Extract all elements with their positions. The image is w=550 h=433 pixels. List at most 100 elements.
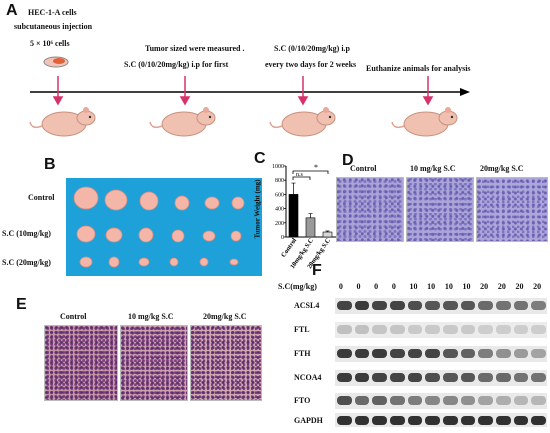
- blot-ncoa4: [335, 370, 547, 386]
- step2-title: Tumor sized were measured .: [145, 44, 245, 53]
- blot-band: [478, 396, 493, 405]
- y-axis-label: Tumor Weight (mg): [253, 179, 262, 239]
- row-label-20mg: S.C (20mg/kg): [2, 258, 51, 267]
- tumor-photo: [66, 178, 262, 276]
- blot-band: [354, 325, 370, 334]
- panel-f-letter: F: [312, 262, 322, 279]
- blot-band: [513, 301, 529, 310]
- d-micrograph-control: [336, 177, 404, 242]
- lane-label: 10: [409, 282, 418, 291]
- blot-band: [443, 373, 458, 382]
- blot-band: [354, 416, 370, 425]
- blot-band: [443, 416, 458, 425]
- step1-sub: subcutaneous injection: [14, 22, 93, 31]
- lane-label: 0: [338, 282, 343, 291]
- blot-band: [513, 396, 529, 405]
- bar-2: [322, 231, 333, 238]
- e-micrograph-20mg: [190, 325, 262, 401]
- protein-label: FTL: [294, 325, 310, 334]
- blot-band: [372, 373, 387, 382]
- protein-label: FTH: [294, 349, 311, 358]
- blot-band: [496, 325, 511, 334]
- e-micrograph-10mg: [120, 325, 188, 401]
- lane-labels: 0 0 0 0 10 10 10 10 20 20 20 20: [335, 282, 547, 294]
- blot-band: [390, 373, 405, 382]
- blot-band: [478, 325, 493, 334]
- bar-0: [288, 194, 299, 238]
- lane-label: 20: [497, 282, 506, 291]
- blot-band: [337, 301, 352, 310]
- d-title-20mg: 20mg/kg S.C: [480, 164, 524, 173]
- panel-c-letter: C: [254, 150, 266, 167]
- blot-fto: [335, 393, 547, 409]
- blot-band: [354, 301, 370, 310]
- error-bar-2: [325, 230, 330, 233]
- e-title-20mg: 20mg/kg S.C: [203, 312, 247, 321]
- row-label-10mg: S.C (10mg/kg): [2, 229, 51, 238]
- panel-d-letter: D: [342, 152, 354, 169]
- blot-band: [372, 416, 387, 425]
- blot-band: [513, 416, 529, 425]
- blot-band: [337, 349, 352, 358]
- blot-band: [372, 301, 387, 310]
- blot-band: [390, 396, 405, 405]
- blot-band: [443, 396, 458, 405]
- lane-label: 20: [533, 282, 542, 291]
- lane-header: S.C(mg/kg): [278, 282, 317, 291]
- blot-band: [513, 373, 529, 382]
- lane-label: 20: [515, 282, 524, 291]
- blot-band: [496, 373, 511, 382]
- blot-band: [478, 373, 493, 382]
- blot-band: [478, 416, 493, 425]
- blot-band: [425, 396, 440, 405]
- timeline-arrow: [30, 76, 470, 106]
- blot-band: [513, 349, 529, 358]
- d-micrograph-20mg: [476, 177, 548, 242]
- panel-b-letter: B: [44, 156, 56, 173]
- blot-band: [513, 325, 529, 334]
- step1-cells: 5 × 10⁶ cells: [30, 39, 70, 48]
- lane-label: 0: [391, 282, 396, 291]
- bar-1: [305, 217, 316, 238]
- blot-band: [531, 301, 546, 310]
- blot-band: [425, 373, 440, 382]
- blot-band: [425, 301, 440, 310]
- blot-ftl: [335, 322, 547, 338]
- lane-label: 10: [427, 282, 436, 291]
- blot-band: [372, 325, 387, 334]
- step3-sub: every two days for 2 weeks: [265, 60, 357, 69]
- blot-band: [443, 325, 458, 334]
- blot-band: [337, 325, 352, 334]
- blot-band: [390, 325, 405, 334]
- lane-label: 10: [462, 282, 471, 291]
- blot-fth: [335, 346, 547, 362]
- step3-title: S.C (0/10/20mg/kg) i.p: [274, 44, 351, 53]
- blot-band: [337, 416, 352, 425]
- error-bar-1: [308, 213, 313, 218]
- blot-band: [531, 325, 546, 334]
- panel-e-letter: E: [16, 296, 27, 313]
- blot-band: [407, 396, 423, 405]
- blot-band: [425, 349, 440, 358]
- mouse-icon: [149, 107, 216, 137]
- blot-band: [496, 301, 511, 310]
- y-tick-label: 200: [275, 221, 284, 227]
- blot-band: [425, 416, 440, 425]
- blot-band: [496, 396, 511, 405]
- mouse-icon: [391, 107, 458, 137]
- error-bar-0: [291, 182, 296, 195]
- mouse-icon: [269, 107, 336, 137]
- blot-band: [460, 349, 476, 358]
- blot-band: [531, 373, 546, 382]
- lane-label: 0: [356, 282, 361, 291]
- blot-band: [372, 349, 387, 358]
- blot-gapdh: [335, 413, 547, 427]
- ns-bracket: [292, 176, 311, 180]
- ns-label: n.s: [296, 172, 304, 178]
- lane-label: 10: [444, 282, 453, 291]
- blot-band: [407, 301, 423, 310]
- blot-band: [531, 349, 546, 358]
- blot-band: [337, 396, 352, 405]
- e-title-control: Control: [60, 312, 87, 321]
- blot-band: [460, 325, 476, 334]
